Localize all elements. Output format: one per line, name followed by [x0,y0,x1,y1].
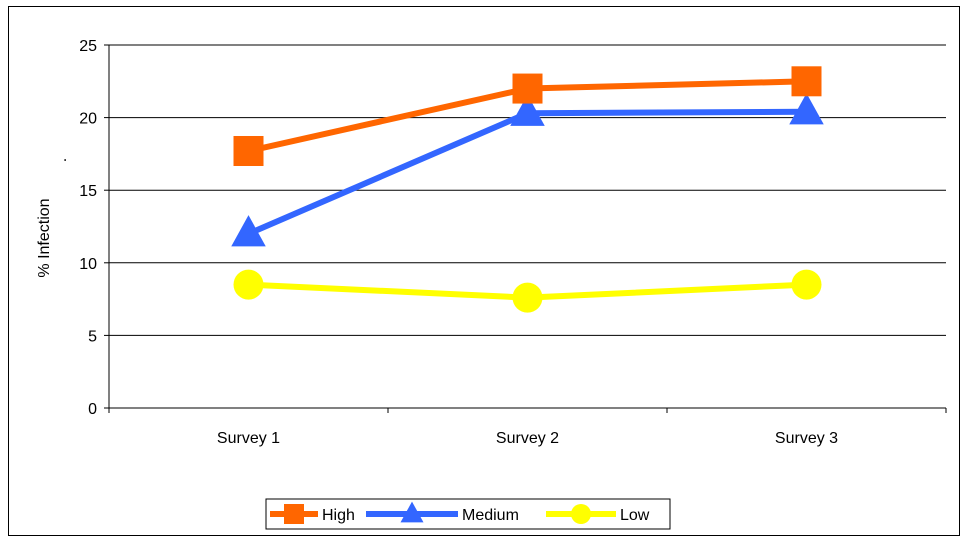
y-tick-label: 25 [79,38,97,55]
axes: 0 5 10 15 20 25 Survey 1 Survey 2 Survey 3 % Infe… [36,38,947,447]
y-axis-title: % Infection [36,198,53,277]
y-tick-label: 0 [88,401,97,418]
legend-label: High [322,507,355,524]
data-point-medium [789,93,824,125]
legend-marker-circle [571,504,591,524]
legend-item-medium: Medium [366,501,519,524]
x-tick-label: Survey 1 [217,430,280,447]
series-medium [231,93,824,247]
x-tick-label: Survey 3 [775,430,838,447]
y-tick-label: 15 [79,183,97,200]
data-point-high [233,135,264,166]
series-low [233,269,822,313]
legend: High Medium Low [265,498,671,530]
x-tick-label: Survey 2 [496,430,559,447]
data-point-medium [510,94,545,126]
legend-label: Medium [462,507,519,524]
data-point-low [233,269,264,300]
y-tick-label: 5 [88,328,97,345]
y-axis-title-mark: . [53,158,70,162]
legend-label: Low [620,507,650,524]
legend-item-high: High [270,504,355,524]
series-lines [231,66,824,313]
legend-item-low: Low [546,504,650,524]
data-point-high [512,73,543,104]
data-point-low [791,269,822,300]
y-tick-label: 20 [79,111,97,128]
data-point-high [791,66,822,97]
gridlines [109,44,946,336]
legend-marker-square [284,504,304,524]
legend-marker-triangle [400,501,424,523]
series-high [233,66,822,166]
data-point-medium [231,215,266,247]
y-tick-label: 10 [79,256,97,273]
data-point-low [512,282,543,313]
